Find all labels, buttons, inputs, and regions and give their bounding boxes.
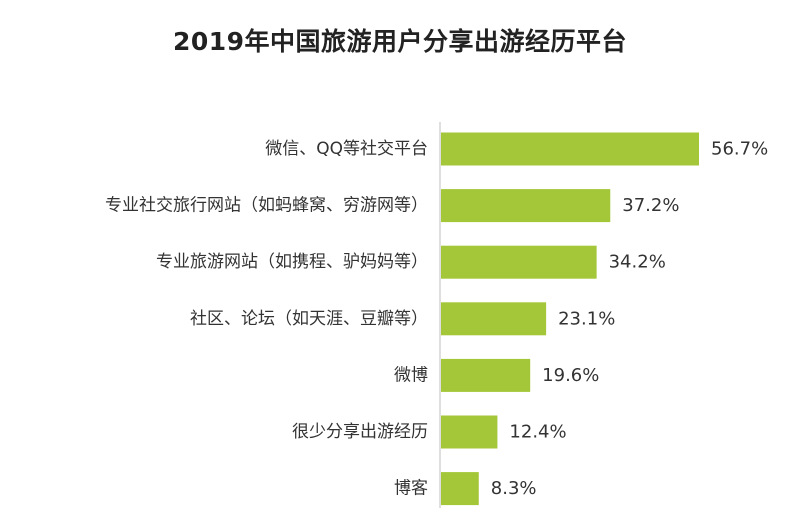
value-label: 34.2% <box>609 252 666 273</box>
chart-title: 2019年中国旅游用户分享出游经历平台 <box>172 27 628 56</box>
category-label: 微信、QQ等社交平台 <box>265 139 428 159</box>
category-label: 社区、论坛（如天涯、豆瓣等） <box>190 309 428 329</box>
bar <box>441 132 699 166</box>
value-label: 8.3% <box>491 478 537 499</box>
category-label: 博客 <box>394 479 428 499</box>
bar <box>441 415 498 449</box>
category-label: 专业旅游网站（如携程、驴妈妈等） <box>156 252 428 272</box>
category-label: 很少分享出游经历 <box>292 422 428 442</box>
bar <box>441 358 531 392</box>
bar <box>441 302 547 336</box>
value-label: 23.1% <box>558 308 615 329</box>
category-label: 专业社交旅行网站（如蚂蜂窝、穷游网等） <box>105 196 428 216</box>
value-label: 56.7% <box>711 139 768 160</box>
bar <box>441 189 611 223</box>
category-label: 微博 <box>394 365 428 385</box>
bar <box>441 245 597 279</box>
value-label: 37.2% <box>622 195 679 216</box>
bar <box>441 472 479 506</box>
value-label: 19.6% <box>542 365 599 386</box>
value-label: 12.4% <box>509 422 566 443</box>
